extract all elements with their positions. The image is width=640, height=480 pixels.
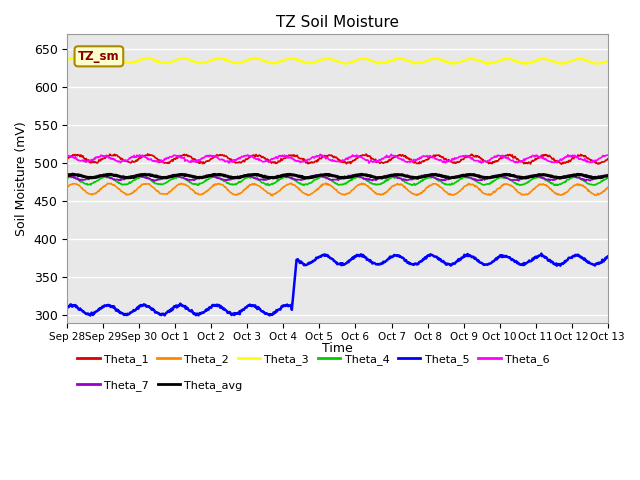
Text: TZ_sm: TZ_sm — [78, 50, 120, 63]
Theta_avg — [63, 172, 71, 178]
Theta_avg — [475, 173, 483, 179]
Theta_5 — [392, 252, 400, 258]
Theta_4 — [475, 180, 483, 186]
Theta_2 — [604, 184, 612, 190]
Theta_6 — [409, 159, 417, 165]
Theta_2 — [322, 180, 330, 186]
Theta_1 — [408, 158, 416, 164]
Theta_avg — [414, 176, 422, 181]
Theta_6 — [378, 156, 386, 161]
Theta_6 — [387, 152, 395, 157]
Theta_5 — [604, 253, 612, 259]
Theta_5 — [378, 261, 386, 266]
Theta_1 — [144, 151, 152, 157]
Theta_7 — [582, 178, 589, 184]
Theta_4 — [530, 176, 538, 181]
Theta_6 — [475, 158, 483, 164]
Theta_5 — [86, 312, 94, 318]
Title: TZ Soil Moisture: TZ Soil Moisture — [276, 15, 399, 30]
Theta_3 — [604, 58, 612, 64]
Theta_5 — [63, 304, 71, 310]
Line: Theta_5: Theta_5 — [67, 253, 608, 315]
Y-axis label: Soil Moisture (mV): Soil Moisture (mV) — [15, 121, 28, 236]
Theta_7 — [134, 172, 141, 178]
Theta_avg — [97, 173, 105, 179]
Theta_2 — [268, 193, 276, 199]
Theta_6 — [604, 152, 612, 158]
Theta_1 — [392, 154, 400, 159]
Theta_7 — [378, 174, 386, 180]
Line: Theta_3: Theta_3 — [67, 58, 608, 64]
Theta_6 — [365, 160, 372, 166]
Theta_7 — [97, 172, 104, 178]
Theta_avg — [604, 173, 612, 179]
Theta_1 — [378, 159, 386, 165]
Line: Theta_4: Theta_4 — [67, 176, 608, 185]
Theta_5 — [474, 258, 482, 264]
Theta_2 — [530, 186, 538, 192]
Theta_1 — [97, 158, 104, 164]
Theta_5 — [529, 256, 537, 262]
Theta_4 — [175, 173, 182, 179]
Theta_3 — [484, 61, 492, 67]
Theta_6 — [63, 154, 71, 159]
Theta_3 — [97, 58, 104, 64]
Theta_4 — [379, 180, 387, 186]
Line: Theta_6: Theta_6 — [67, 155, 608, 163]
Theta_avg — [408, 174, 416, 180]
Theta_avg — [530, 173, 538, 179]
Theta_1 — [604, 156, 612, 162]
Theta_1 — [63, 155, 71, 160]
Theta_3 — [408, 60, 416, 65]
Line: Theta_1: Theta_1 — [67, 154, 608, 164]
Line: Theta_7: Theta_7 — [67, 175, 608, 181]
Theta_4 — [393, 175, 401, 180]
Theta_3 — [143, 55, 151, 60]
Theta_4 — [604, 175, 612, 181]
Theta_5 — [408, 261, 416, 267]
X-axis label: Time: Time — [322, 343, 353, 356]
Theta_7 — [408, 177, 416, 182]
Theta_6 — [97, 153, 104, 159]
Theta_4 — [300, 182, 308, 188]
Theta_avg — [378, 175, 386, 181]
Legend: Theta_7, Theta_avg: Theta_7, Theta_avg — [73, 375, 247, 395]
Theta_4 — [409, 182, 417, 188]
Theta_2 — [475, 185, 483, 191]
Theta_2 — [97, 186, 104, 192]
Line: Theta_2: Theta_2 — [67, 183, 608, 196]
Theta_2 — [393, 181, 401, 187]
Theta_5 — [97, 305, 105, 311]
Line: Theta_avg: Theta_avg — [67, 174, 608, 179]
Theta_5 — [538, 251, 545, 256]
Theta_3 — [392, 57, 400, 62]
Theta_3 — [63, 57, 71, 63]
Theta_4 — [63, 174, 71, 180]
Theta_7 — [604, 173, 612, 179]
Theta_3 — [378, 60, 386, 66]
Theta_7 — [474, 177, 482, 183]
Theta_3 — [530, 59, 538, 64]
Theta_2 — [409, 191, 417, 196]
Theta_avg — [69, 171, 77, 177]
Theta_6 — [530, 153, 538, 159]
Theta_1 — [529, 158, 537, 164]
Theta_3 — [474, 58, 482, 63]
Theta_6 — [393, 153, 401, 159]
Theta_4 — [97, 176, 104, 181]
Theta_7 — [63, 172, 71, 178]
Theta_1 — [474, 153, 482, 159]
Theta_avg — [392, 172, 400, 178]
Theta_2 — [379, 191, 387, 197]
Theta_2 — [63, 184, 71, 190]
Theta_7 — [392, 174, 400, 180]
Theta_7 — [529, 173, 537, 179]
Theta_1 — [558, 161, 566, 167]
